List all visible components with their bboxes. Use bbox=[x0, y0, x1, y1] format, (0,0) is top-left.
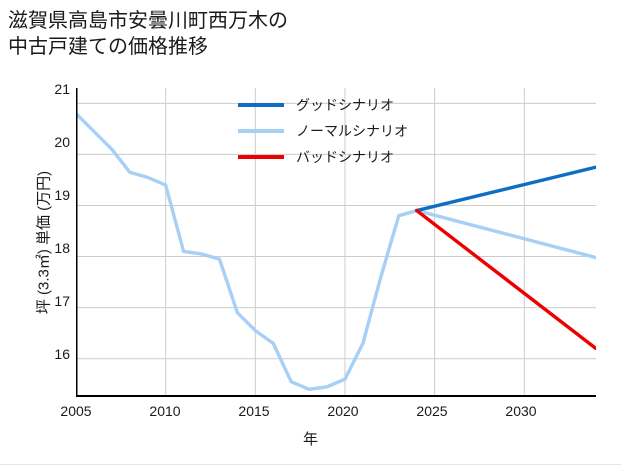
y-tick-label: 19 bbox=[54, 187, 70, 203]
series-lines bbox=[76, 111, 596, 392]
y-tick-label: 20 bbox=[54, 134, 70, 150]
y-tick-label: 18 bbox=[54, 240, 70, 256]
plot-svg bbox=[76, 88, 596, 397]
x-axis-label: 年 bbox=[302, 431, 318, 448]
legend-swatch-normal bbox=[238, 129, 284, 133]
legend-label-normal: ノーマルシナリオ bbox=[296, 123, 408, 139]
x-tick-label: 2030 bbox=[505, 403, 537, 419]
chart-title: 滋賀県高島市安曇川町西万木の 中古戸建ての価格推移 bbox=[8, 10, 288, 59]
y-tick-label: 17 bbox=[54, 293, 70, 309]
legend-label-good: グッドシナリオ bbox=[296, 97, 394, 113]
legend-item-bad[interactable]: バッドシナリオ bbox=[238, 144, 448, 170]
legend-item-good[interactable]: グッドシナリオ bbox=[238, 92, 448, 118]
series-line bbox=[414, 165, 596, 213]
x-tick-label: 2025 bbox=[416, 403, 448, 419]
x-tick-label: 2010 bbox=[149, 403, 181, 419]
legend-label-bad: バッドシナリオ bbox=[296, 149, 394, 165]
legend-item-normal[interactable]: ノーマルシナリオ bbox=[238, 118, 448, 144]
x-tick-label: 2020 bbox=[327, 403, 359, 419]
x-tick-label: 2005 bbox=[60, 403, 92, 419]
legend-swatch-good bbox=[238, 103, 284, 107]
y-tick-label: 21 bbox=[54, 81, 70, 97]
gridlines bbox=[76, 88, 596, 397]
x-tick-label: 2015 bbox=[238, 403, 270, 419]
plot-area bbox=[76, 88, 596, 397]
series-line bbox=[414, 208, 596, 351]
legend-swatch-bad bbox=[238, 155, 284, 159]
chart-legend: グッドシナリオ ノーマルシナリオ バッドシナリオ bbox=[238, 92, 448, 170]
y-axis-label: 坪 (3.3㎡) 単価 (万円) bbox=[35, 170, 53, 315]
y-axis-tick-labels: 21 20 19 18 17 16 bbox=[40, 0, 70, 465]
y-tick-label: 16 bbox=[54, 346, 70, 362]
x-axis-tick-labels: 2005 2010 2015 2020 2025 2030 bbox=[0, 403, 621, 427]
series-line bbox=[76, 111, 596, 392]
